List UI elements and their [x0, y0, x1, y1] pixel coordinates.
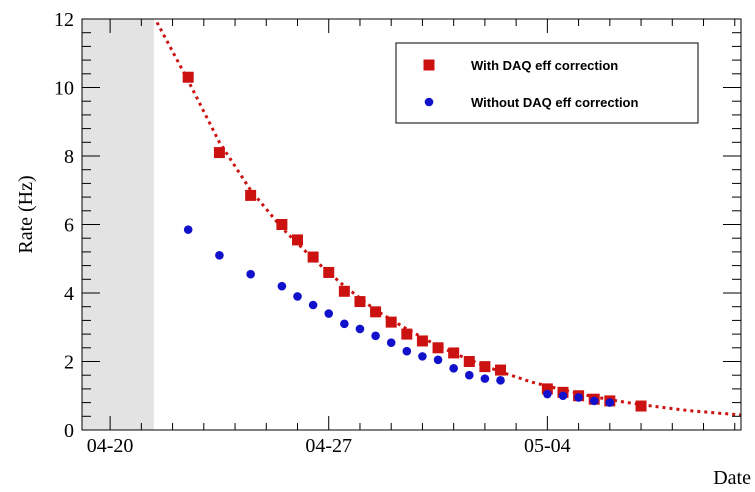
data-point-without-correction — [355, 324, 365, 334]
y-tick-label: 0 — [64, 420, 74, 442]
data-points-layer — [182, 71, 647, 412]
data-point-without-correction — [402, 346, 412, 356]
y-tick-label: 12 — [54, 9, 74, 31]
data-point-with-correction — [448, 347, 460, 359]
legend-label: With DAQ eff correction — [471, 58, 618, 73]
data-point-with-correction — [292, 234, 304, 246]
data-point-with-correction — [323, 266, 335, 278]
data-point-without-correction — [605, 398, 615, 407]
data-point-with-correction — [182, 71, 194, 83]
data-point-with-correction — [245, 189, 257, 201]
data-point-without-correction — [183, 225, 193, 234]
data-point-without-correction — [293, 292, 302, 301]
data-point-with-correction — [276, 219, 288, 230]
data-point-with-correction — [635, 400, 647, 412]
data-point-with-correction — [432, 342, 444, 354]
data-point-without-correction — [433, 355, 443, 365]
y-tick-label: 6 — [64, 215, 74, 237]
legend-box — [395, 42, 699, 124]
data-point-without-correction — [449, 364, 458, 373]
legend-marker-with-correction — [423, 59, 435, 71]
x-tick-label: 04-20 — [87, 435, 134, 457]
data-point-without-correction — [308, 300, 318, 310]
data-point-without-correction — [340, 319, 349, 329]
legend-marker-without-correction — [424, 97, 434, 107]
data-point-without-correction — [418, 352, 427, 361]
data-point-without-correction — [246, 269, 255, 279]
data-point-with-correction — [385, 316, 397, 328]
data-point-with-correction — [463, 356, 475, 367]
data-point-without-correction — [543, 389, 552, 399]
legend-label: Without DAQ eff correction — [471, 95, 638, 110]
data-point-with-correction — [541, 383, 553, 395]
data-point-with-correction — [401, 328, 413, 340]
data-point-without-correction — [464, 370, 474, 380]
data-point-with-correction — [479, 361, 491, 373]
data-point-with-correction — [338, 285, 350, 297]
x-tick-label: 04-27 — [305, 435, 352, 457]
data-point-with-correction — [370, 306, 382, 318]
y-tick-label: 10 — [54, 78, 74, 100]
data-point-without-correction — [215, 251, 224, 260]
data-point-with-correction — [416, 335, 428, 347]
x-tick-label: 05-04 — [524, 435, 571, 457]
axis-ticks — [82, 18, 741, 431]
data-point-with-correction — [495, 364, 507, 376]
y-tick-label: 2 — [64, 352, 74, 374]
axis-tick-labels: 0 2 4 6 8 10 12 04-20 04-27 05-04 — [54, 9, 571, 457]
data-point-with-correction — [213, 147, 225, 159]
data-point-without-correction — [589, 396, 599, 406]
data-point-with-correction — [354, 296, 366, 308]
data-point-without-correction — [480, 374, 490, 383]
data-point-with-correction — [307, 251, 319, 263]
y-axis-label: Rate (Hz) — [15, 175, 37, 253]
data-point-without-correction — [496, 376, 505, 385]
data-point-without-correction — [371, 331, 380, 341]
data-point-without-correction — [386, 338, 396, 347]
legend: With DAQ eff correction Without DAQ eff c… — [395, 42, 699, 124]
data-point-without-correction — [558, 391, 568, 401]
y-tick-label: 4 — [64, 283, 74, 305]
y-tick-label: 8 — [64, 146, 74, 168]
data-point-without-correction — [574, 393, 583, 402]
data-point-without-correction — [277, 281, 287, 291]
x-axis-label: Date — [713, 467, 751, 489]
data-point-without-correction — [324, 309, 334, 318]
